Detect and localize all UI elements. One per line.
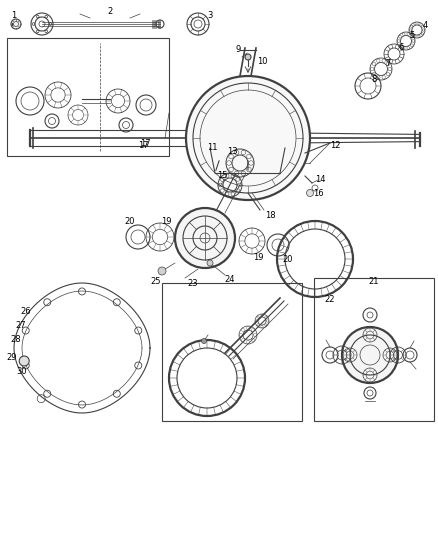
Text: 11: 11	[207, 143, 217, 152]
Text: 19: 19	[253, 253, 263, 262]
Text: 9: 9	[235, 45, 240, 54]
Text: 19: 19	[161, 216, 171, 225]
Text: 23: 23	[188, 279, 198, 288]
Text: 25: 25	[151, 277, 161, 286]
Text: 2: 2	[107, 7, 113, 17]
Text: 15: 15	[217, 171, 227, 180]
Circle shape	[11, 19, 21, 29]
Bar	[7, 38, 169, 156]
Text: 4: 4	[422, 20, 427, 29]
Circle shape	[186, 76, 310, 200]
Text: 12: 12	[330, 141, 340, 150]
Text: 17: 17	[138, 141, 148, 150]
Text: 3: 3	[207, 12, 213, 20]
Text: 16: 16	[313, 189, 323, 198]
Circle shape	[175, 208, 235, 268]
Text: 10: 10	[257, 56, 267, 66]
Circle shape	[19, 356, 29, 366]
Circle shape	[342, 327, 398, 383]
Text: 20: 20	[283, 255, 293, 264]
Circle shape	[245, 54, 251, 60]
Text: 22: 22	[325, 295, 335, 303]
Text: 5: 5	[410, 30, 415, 39]
Circle shape	[201, 338, 206, 343]
Circle shape	[158, 267, 166, 275]
Text: 28: 28	[11, 335, 21, 344]
Text: 8: 8	[371, 76, 377, 85]
Circle shape	[307, 190, 314, 197]
Circle shape	[207, 260, 213, 266]
Text: 21: 21	[369, 277, 379, 286]
Text: 20: 20	[125, 217, 135, 227]
Text: 17: 17	[140, 139, 150, 148]
Text: 27: 27	[16, 320, 26, 329]
Text: 14: 14	[315, 175, 325, 184]
Bar	[314, 278, 434, 421]
Text: 30: 30	[17, 367, 27, 376]
Text: 24: 24	[225, 274, 235, 284]
Text: 6: 6	[398, 44, 404, 52]
Text: 26: 26	[21, 306, 31, 316]
Text: 1: 1	[11, 12, 17, 20]
Bar	[162, 283, 302, 421]
Text: 13: 13	[227, 147, 237, 156]
Text: 18: 18	[265, 212, 276, 221]
Text: 29: 29	[7, 352, 17, 361]
Text: 7: 7	[385, 59, 391, 68]
